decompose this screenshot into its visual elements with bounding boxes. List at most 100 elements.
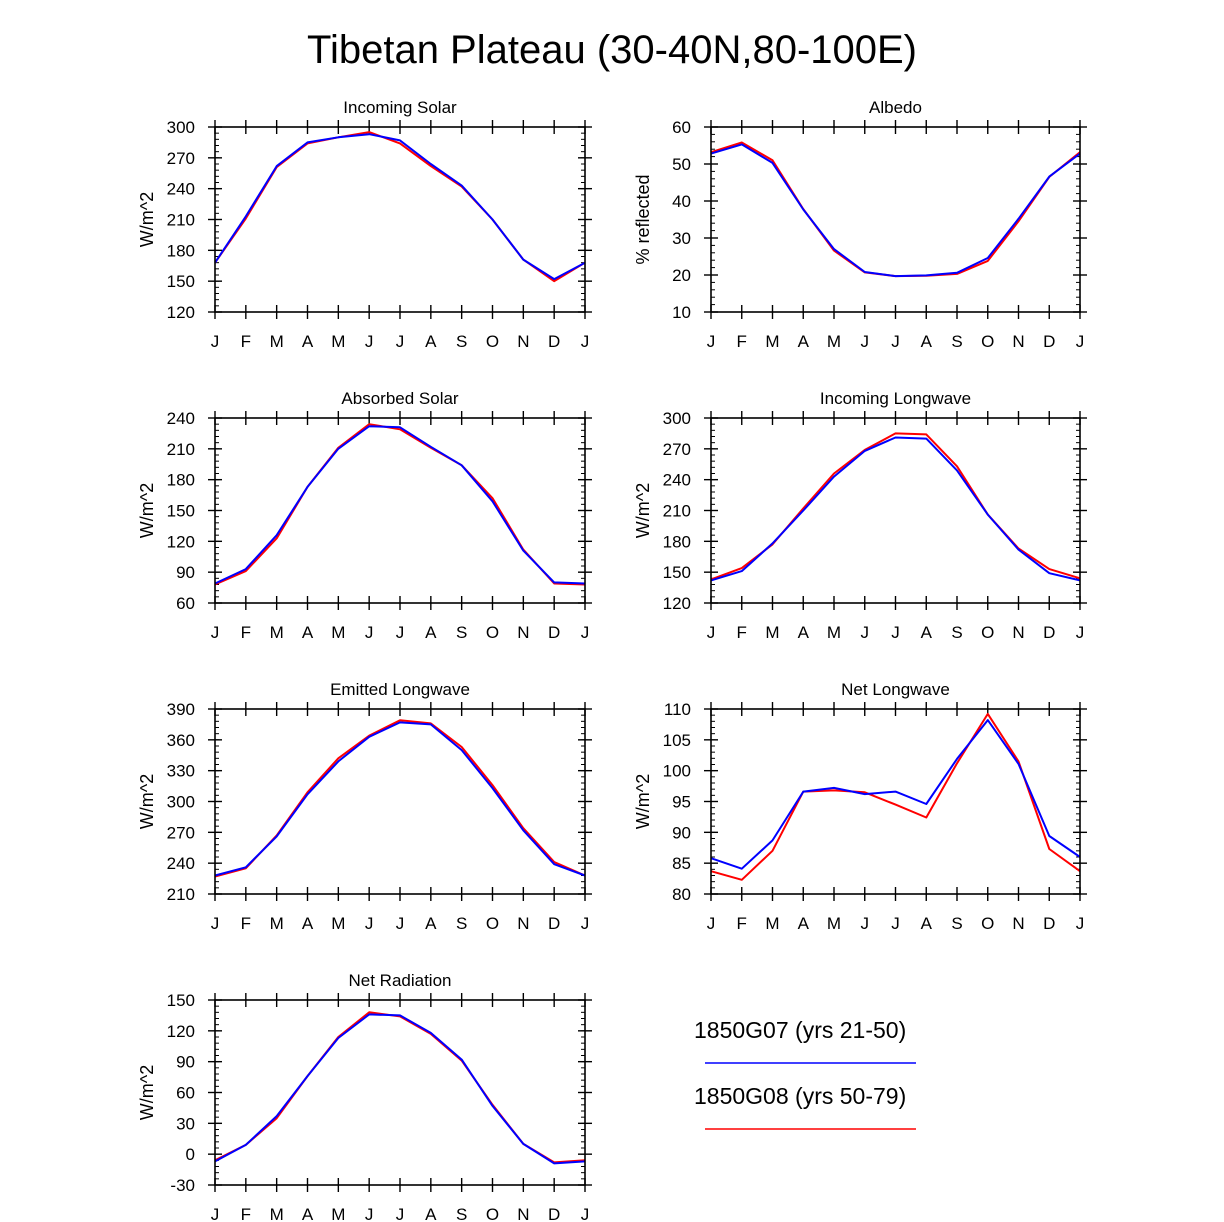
y-tick-label: 120: [167, 1022, 195, 1041]
x-tick-label: J: [707, 332, 716, 351]
plot-frame: [710, 708, 1081, 895]
y-tick-label: 40: [672, 192, 691, 211]
x-tick-label: D: [548, 623, 560, 642]
x-tick-label: D: [1043, 332, 1055, 351]
y-tick-label: 240: [663, 471, 691, 490]
plot-frame: [710, 417, 1081, 604]
x-tick-label: A: [798, 914, 810, 933]
y-tick-label: 10: [672, 303, 691, 322]
series-line-g08: [710, 432, 1081, 581]
x-tick-label: S: [951, 914, 962, 933]
x-tick-label: M: [270, 332, 284, 351]
x-tick-label: D: [548, 332, 560, 351]
y-tick-label: 390: [167, 700, 195, 719]
x-tick-label: S: [456, 1205, 467, 1222]
series-line-g07: [214, 425, 586, 585]
x-tick-label: F: [737, 623, 747, 642]
x-tick-label: N: [1012, 914, 1024, 933]
x-tick-label: J: [891, 914, 900, 933]
x-tick-label: J: [211, 1205, 220, 1222]
x-tick-label: M: [331, 332, 345, 351]
x-tick-label: J: [365, 914, 374, 933]
x-tick-label: A: [302, 914, 314, 933]
y-tick-label: 210: [167, 885, 195, 904]
plot-frame: [214, 417, 586, 604]
chart-panel: Incoming Longwave W/m^2 120 150 180 210 240 270…: [633, 389, 1087, 642]
y-tick-label: 150: [167, 272, 195, 291]
y-tick-label: 150: [663, 563, 691, 582]
x-tick-label: M: [765, 914, 779, 933]
x-tick-label: D: [548, 1205, 560, 1222]
y-tick-label: 50: [672, 155, 691, 174]
y-tick-label: 100: [663, 762, 691, 781]
x-tick-label: J: [211, 623, 220, 642]
y-tick-label: 270: [167, 823, 195, 842]
x-tick-label: A: [798, 332, 810, 351]
x-tick-label: J: [396, 332, 405, 351]
x-tick-label: A: [921, 914, 933, 933]
x-tick-label: M: [765, 623, 779, 642]
x-tick-label: A: [302, 332, 314, 351]
x-tick-label: J: [707, 914, 716, 933]
series-line-g08: [710, 712, 1081, 881]
x-tick-label: A: [302, 623, 314, 642]
x-tick-label: O: [486, 332, 499, 351]
y-axis-label: % reflected: [633, 174, 653, 264]
series-line-g08: [214, 719, 586, 878]
x-tick-label: M: [331, 914, 345, 933]
y-tick-label: 180: [167, 471, 195, 490]
x-tick-label: M: [331, 1205, 345, 1222]
y-axis-label: W/m^2: [633, 483, 653, 538]
y-tick-label: 240: [167, 854, 195, 873]
x-tick-label: O: [981, 332, 994, 351]
y-tick-label: 105: [663, 731, 691, 750]
x-tick-label: J: [211, 914, 220, 933]
x-tick-label: S: [951, 332, 962, 351]
y-tick-label: 90: [176, 1053, 195, 1072]
series-line-g07: [710, 719, 1081, 870]
x-tick-label: J: [1076, 623, 1085, 642]
y-tick-label: 30: [176, 1114, 195, 1133]
y-tick-label: 240: [167, 180, 195, 199]
x-tick-label: F: [737, 332, 747, 351]
y-axis-label: W/m^2: [633, 774, 653, 829]
x-tick-label: A: [921, 623, 933, 642]
x-tick-label: F: [241, 623, 251, 642]
x-tick-label: F: [241, 914, 251, 933]
x-tick-label: J: [396, 1205, 405, 1222]
series-line-g08: [214, 1011, 586, 1164]
x-tick-label: M: [827, 623, 841, 642]
x-tick-label: F: [737, 914, 747, 933]
x-tick-label: S: [456, 623, 467, 642]
series-line-g08: [214, 131, 586, 283]
y-tick-label: 270: [663, 440, 691, 459]
y-tick-label: 90: [672, 823, 691, 842]
x-tick-label: S: [951, 623, 962, 642]
x-tick-label: J: [581, 623, 590, 642]
y-tick-label: 90: [176, 563, 195, 582]
chart-panel: Emitted Longwave W/m^2 210 240 270 300 330 360 3…: [137, 680, 592, 933]
y-tick-label: 300: [167, 793, 195, 812]
y-tick-label: 95: [672, 793, 691, 812]
y-tick-label: 270: [167, 149, 195, 168]
y-tick-label: 120: [663, 594, 691, 613]
x-tick-label: N: [517, 623, 529, 642]
chart-panel: Incoming Solar W/m^2 120 150 180 210 240 270 300…: [137, 98, 592, 351]
plot-frame: [214, 999, 586, 1186]
x-tick-label: M: [827, 332, 841, 351]
y-tick-label: 85: [672, 854, 691, 873]
x-tick-label: J: [365, 332, 374, 351]
legend-label-g08: 1850G08 (yrs 50-79): [694, 1083, 907, 1109]
x-tick-label: O: [486, 623, 499, 642]
y-tick-label: 60: [176, 594, 195, 613]
x-tick-label: D: [1043, 914, 1055, 933]
x-tick-label: J: [365, 1205, 374, 1222]
x-tick-label: N: [1012, 332, 1024, 351]
y-tick-label: 120: [167, 303, 195, 322]
x-tick-label: N: [517, 332, 529, 351]
chart-panel: Absorbed Solar W/m^2 60 90 120 150 180 210 240 J F…: [137, 389, 592, 642]
x-tick-label: A: [921, 332, 933, 351]
x-tick-label: M: [270, 623, 284, 642]
